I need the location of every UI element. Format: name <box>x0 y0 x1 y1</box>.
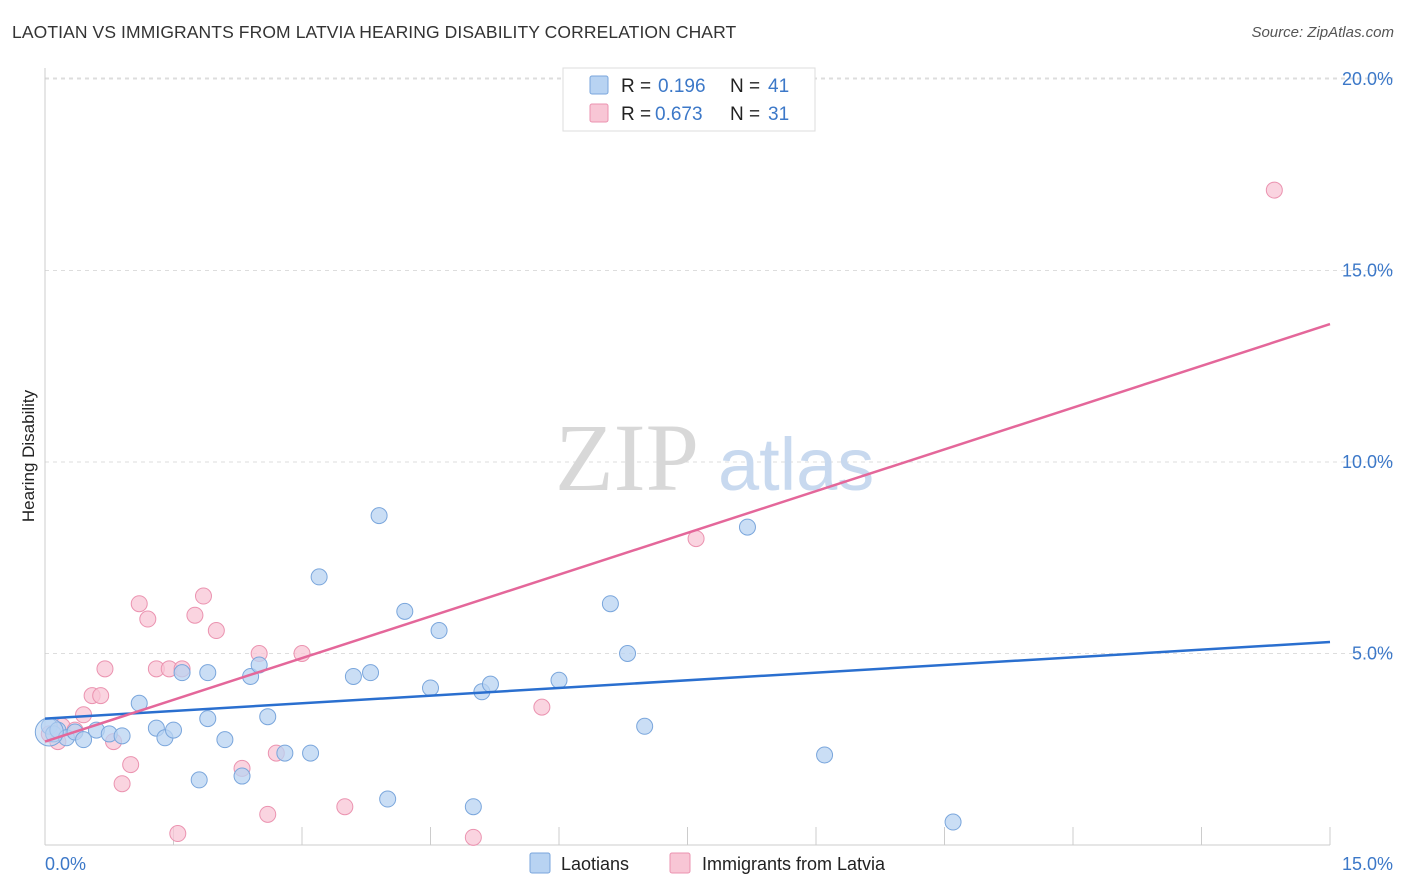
data-point-laotians <box>276 744 294 762</box>
data-point-latvia <box>122 756 140 774</box>
data-point-laotians <box>816 746 834 764</box>
data-point-laotians <box>173 664 191 682</box>
trend-line-latvia <box>44 322 1331 743</box>
top-legend: R = 0.196 N = 41 R = 0.673 N = 31 <box>562 67 816 132</box>
data-point-laotians <box>113 727 131 745</box>
data-point-laotians <box>422 679 439 697</box>
data-point-latvia <box>1265 181 1283 199</box>
grid-lines <box>45 77 1395 654</box>
data-point-laotians <box>601 595 619 613</box>
bottom-legend-laotians: Laotians <box>561 854 629 874</box>
legend-n-value-1: 41 <box>768 76 789 97</box>
data-point-latvia <box>336 798 354 816</box>
data-point-laotians <box>944 813 962 831</box>
data-point-laotians <box>344 667 362 685</box>
data-point-latvia <box>92 687 110 705</box>
data-point-laotians <box>636 717 654 735</box>
data-point-laotians <box>619 645 637 662</box>
watermark-atlas: atlas <box>718 423 874 506</box>
legend-r-value-1: 0.196 <box>658 76 706 97</box>
y-tick-label: 10.0% <box>1342 452 1393 472</box>
data-point-laotians <box>190 771 208 789</box>
chart-title: LAOTIAN VS IMMIGRANTS FROM LATVIA HEARIN… <box>12 22 737 42</box>
data-point-laotians <box>481 675 499 693</box>
data-point-latvia <box>464 828 482 846</box>
y-tick-label: 15.0% <box>1342 261 1393 281</box>
data-point-laotians <box>259 708 277 726</box>
y-tick-label: 5.0% <box>1352 644 1393 664</box>
data-point-laotians <box>233 767 251 785</box>
data-point-latvia <box>96 660 114 678</box>
axes <box>44 68 1331 846</box>
legend-n-label-1: N = <box>730 76 760 97</box>
data-point-latvia <box>194 587 212 605</box>
data-point-laotians <box>199 710 217 728</box>
legend-swatch-latvia <box>589 103 609 123</box>
legend-n-value-2: 31 <box>768 104 789 125</box>
data-point-laotians <box>550 671 568 689</box>
data-point-laotians <box>75 731 93 749</box>
data-point-laotians <box>738 518 756 536</box>
bottom-legend-swatch-laotians <box>529 852 551 874</box>
data-point-laotians <box>430 622 448 640</box>
trend-line-laotians <box>44 640 1331 720</box>
legend-n-label-2: N = <box>730 104 760 125</box>
data-point-laotians <box>302 744 320 762</box>
bottom-legend: Laotians Immigrants from Latvia <box>529 852 886 874</box>
legend-r-label-1: R = <box>621 76 651 97</box>
bottom-legend-latvia: Immigrants from Latvia <box>702 854 886 874</box>
data-point-laotians <box>370 507 388 525</box>
chart-source: Source: ZipAtlas.com <box>1251 24 1394 41</box>
bottom-legend-swatch-latvia <box>669 852 691 874</box>
x-tick-labels: 0.0% 15.0% <box>45 854 1393 874</box>
data-point-laotians <box>165 721 182 739</box>
y-tick-label: 20.0% <box>1342 69 1393 89</box>
y-axis-label: Hearing Disability <box>19 389 38 522</box>
data-point-latvia <box>207 622 225 640</box>
data-point-laotians <box>362 664 380 682</box>
data-point-latvia <box>259 805 277 823</box>
watermark: ZIP atlas <box>555 404 874 511</box>
data-point-laotians <box>216 731 234 749</box>
data-point-latvia <box>113 775 131 793</box>
x-tick-label: 15.0% <box>1342 854 1393 874</box>
data-point-laotians <box>199 664 217 682</box>
data-point-laotians <box>396 602 414 620</box>
watermark-zip: ZIP <box>555 404 699 511</box>
data-point-latvia <box>139 610 157 628</box>
legend-r-value-2: 0.673 <box>655 104 703 125</box>
series-laotians <box>34 507 962 831</box>
trend-lines <box>44 322 1331 743</box>
data-point-laotians <box>464 798 482 816</box>
data-point-laotians <box>379 790 397 808</box>
data-point-laotians <box>310 568 328 586</box>
data-point-cluster-laotians <box>34 717 64 747</box>
legend-r-label-2: R = <box>621 104 651 125</box>
legend-swatch-laotians <box>589 75 609 95</box>
y-tick-labels: 5.0% 10.0% 15.0% 20.0% <box>1342 69 1393 664</box>
data-point-latvia <box>130 595 148 613</box>
data-point-latvia <box>533 698 551 716</box>
x-tick-label: 0.0% <box>45 854 86 874</box>
data-point-latvia <box>186 606 204 624</box>
data-point-latvia <box>169 825 187 843</box>
